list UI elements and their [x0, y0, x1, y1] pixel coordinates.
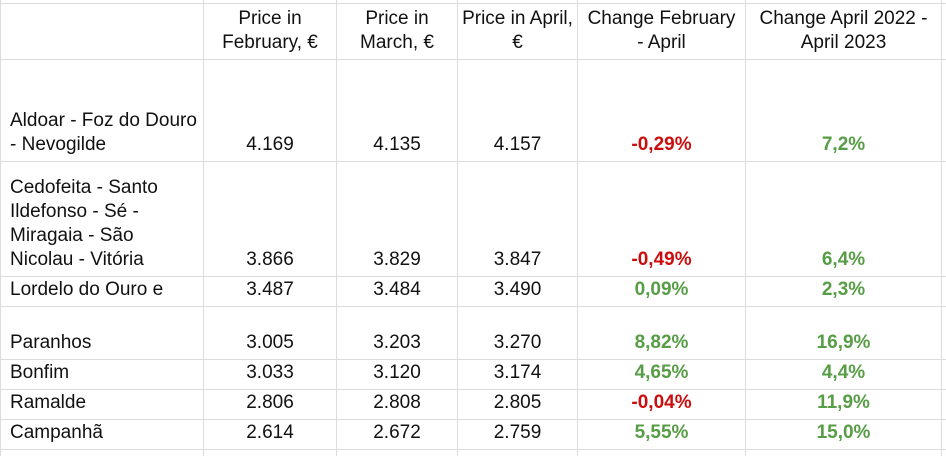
grid-spacer-cell [941, 419, 946, 450]
price-apr-cell[interactable]: 3.270 [457, 306, 578, 360]
price-apr-cell[interactable]: 2.759 [457, 419, 578, 450]
district-name-cell[interactable]: Cedofeita - Santo Ildefonso - Sé - Mirag… [0, 161, 204, 277]
price-mar-cell[interactable]: 2.808 [336, 389, 458, 420]
table-row-lordelo: Lordelo do Ouro e 3.487 3.484 3.490 0,09… [0, 276, 946, 307]
header-price-march[interactable]: Price in March, € [336, 3, 458, 60]
grid-spacer-cell [203, 449, 337, 456]
district-name-cell[interactable]: Lordelo do Ouro e [0, 276, 204, 307]
price-apr-cell[interactable]: 2.805 [457, 389, 578, 420]
table-row-bonfim: Bonfim 3.033 3.120 3.174 4,65% 4,4% [0, 359, 946, 390]
change-feb-apr-cell[interactable]: -0,49% [577, 161, 746, 277]
change-yoy-cell[interactable]: 16,9% [745, 306, 942, 360]
price-mar-cell[interactable]: 3.203 [336, 306, 458, 360]
grid-sliver-row-top [0, 0, 946, 4]
change-yoy-cell[interactable]: 4,4% [745, 359, 942, 390]
grid-spacer-cell [745, 449, 942, 456]
change-feb-apr-cell[interactable]: -0,29% [577, 59, 746, 162]
price-feb-cell[interactable]: 2.806 [203, 389, 337, 420]
price-feb-cell[interactable]: 3.866 [203, 161, 337, 277]
price-mar-cell[interactable]: 4.135 [336, 59, 458, 162]
district-name-cell[interactable]: Campanhã [0, 419, 204, 450]
grid-spacer-cell [941, 306, 946, 360]
table-row-cedofeita: Cedofeita - Santo Ildefonso - Sé - Mirag… [0, 161, 946, 277]
district-name-cell[interactable]: Ramalde [0, 389, 204, 420]
grid-spacer-cell [941, 359, 946, 390]
grid-spacer-cell [941, 59, 946, 162]
grid-spacer-cell [941, 276, 946, 307]
change-feb-apr-cell[interactable]: 8,82% [577, 306, 746, 360]
change-yoy-cell[interactable]: 6,4% [745, 161, 942, 277]
grid-spacer-cell [941, 161, 946, 277]
header-change-feb-apr[interactable]: Change February - April [577, 3, 746, 60]
header-price-february[interactable]: Price in February, € [203, 3, 337, 60]
price-feb-cell[interactable]: 3.487 [203, 276, 337, 307]
header-change-yoy[interactable]: Change April 2022 - April 2023 [745, 3, 942, 60]
price-mar-cell[interactable]: 3.120 [336, 359, 458, 390]
grid-spacer-cell [336, 449, 458, 456]
change-yoy-cell[interactable]: 2,3% [745, 276, 942, 307]
district-name-cell[interactable]: Paranhos [0, 306, 204, 360]
table-row-paranhos: Paranhos 3.005 3.203 3.270 8,82% 16,9% [0, 306, 946, 360]
grid-spacer-cell [457, 449, 578, 456]
table-row-ramalde: Ramalde 2.806 2.808 2.805 -0,04% 11,9% [0, 389, 946, 420]
price-apr-cell[interactable]: 4.157 [457, 59, 578, 162]
price-feb-cell[interactable]: 3.033 [203, 359, 337, 390]
change-yoy-cell[interactable]: 15,0% [745, 419, 942, 450]
change-yoy-cell[interactable]: 7,2% [745, 59, 942, 162]
header-price-april[interactable]: Price in April, € [457, 3, 578, 60]
change-feb-apr-cell[interactable]: 4,65% [577, 359, 746, 390]
price-apr-cell[interactable]: 3.174 [457, 359, 578, 390]
grid-sliver-row-bottom [0, 449, 946, 456]
change-feb-apr-cell[interactable]: -0,04% [577, 389, 746, 420]
district-name-cell[interactable]: Aldoar - Foz do Douro - Nevogilde [0, 59, 204, 162]
grid-spacer-cell [941, 449, 946, 456]
header-row: Price in February, € Price in March, € P… [0, 3, 946, 60]
grid-spacer-cell [0, 449, 204, 456]
grid-spacer-cell [577, 449, 746, 456]
change-feb-apr-cell[interactable]: 5,55% [577, 419, 746, 450]
district-name-cell[interactable]: Bonfim [0, 359, 204, 390]
price-apr-cell[interactable]: 3.847 [457, 161, 578, 277]
change-feb-apr-cell[interactable]: 0,09% [577, 276, 746, 307]
grid-spacer-cell [941, 3, 946, 60]
price-mar-cell[interactable]: 2.672 [336, 419, 458, 450]
price-feb-cell[interactable]: 4.169 [203, 59, 337, 162]
table-row-campanha: Campanhã 2.614 2.672 2.759 5,55% 15,0% [0, 419, 946, 450]
price-apr-cell[interactable]: 3.490 [457, 276, 578, 307]
price-mar-cell[interactable]: 3.829 [336, 161, 458, 277]
price-feb-cell[interactable]: 3.005 [203, 306, 337, 360]
price-mar-cell[interactable]: 3.484 [336, 276, 458, 307]
change-yoy-cell[interactable]: 11,9% [745, 389, 942, 420]
price-feb-cell[interactable]: 2.614 [203, 419, 337, 450]
table-row-aldoar: Aldoar - Foz do Douro - Nevogilde 4.169 … [0, 59, 946, 162]
grid-spacer-cell [941, 389, 946, 420]
corner-cell[interactable] [0, 3, 204, 60]
